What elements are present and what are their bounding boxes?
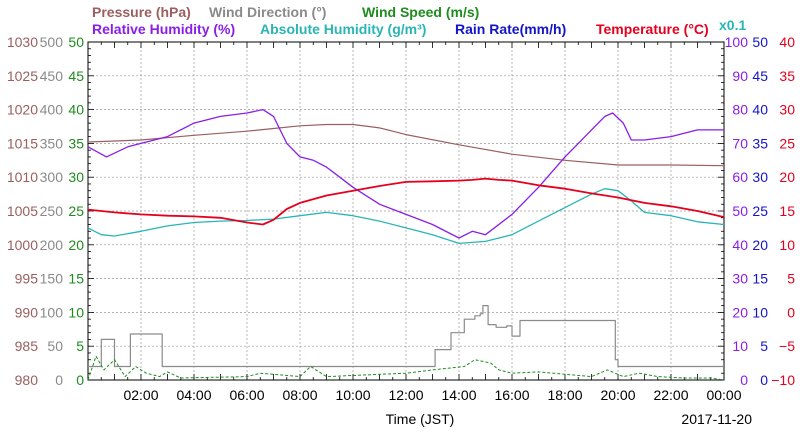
wind-direction-tick-label: 300 <box>40 169 64 185</box>
wind-direction-tick-label: 400 <box>40 102 64 118</box>
x-tick-label: 18:00 <box>547 387 582 403</box>
wind-speed-tick-label: 5 <box>76 338 84 354</box>
rain-rate-tick-label: 25 <box>752 203 768 219</box>
temperature-line <box>87 177 725 226</box>
relative-humidity-tick-label: 50 <box>732 203 748 219</box>
temperature-tick-label: 10 <box>779 237 795 253</box>
rain-rate-tick-label: 50 <box>752 34 768 50</box>
rain-rate-tick-label: 30 <box>752 169 768 185</box>
x-tick-label: 08:00 <box>282 387 317 403</box>
rain-rate-tick-label: 35 <box>752 135 768 151</box>
wind-speed-tick-label: 10 <box>68 304 84 320</box>
x-tick-label: 20:00 <box>600 387 635 403</box>
wind-direction-tick-label: 350 <box>40 135 64 151</box>
wind-speed-tick-label: 0 <box>76 372 84 388</box>
relative-humidity-tick-label: 80 <box>732 102 748 118</box>
wind-speed-tick-label: 25 <box>68 203 84 219</box>
x-tick-label: 12:00 <box>388 387 423 403</box>
pressure-line <box>87 123 725 167</box>
relative-humidity-axis-title: Relative Humidity (%) <box>92 21 235 37</box>
absolute-humidity-axis-title: Absolute Humidity (g/m³) <box>260 21 426 37</box>
wind-direction-tick-label: 450 <box>40 68 64 84</box>
x-axis-title: Time (JST) <box>386 411 455 427</box>
pressure-tick-label: 980 <box>15 372 39 388</box>
temperature-tick-label: 0 <box>787 304 795 320</box>
wind-direction-tick-label: 50 <box>47 338 63 354</box>
rain-rate-tick-label: 40 <box>752 102 768 118</box>
pressure-tick-label: 1020 <box>7 102 38 118</box>
wind-speed-tick-label: 35 <box>68 135 84 151</box>
relative-humidity-tick-label: 20 <box>732 304 748 320</box>
pressure-tick-label: 1015 <box>7 135 38 151</box>
relative-humidity-tick-label: 60 <box>732 169 748 185</box>
x-tick-label: 04:00 <box>176 387 211 403</box>
wind-direction-tick-label: 100 <box>40 304 64 320</box>
x-tick-label: 06:00 <box>229 387 264 403</box>
wind-direction-tick-label: 200 <box>40 237 64 253</box>
wind-direction-tick-label: 150 <box>40 271 64 287</box>
relative-humidity-tick-label: 0 <box>740 372 748 388</box>
pressure-tick-label: 990 <box>15 304 39 320</box>
rain-rate-tick-label: 20 <box>752 237 768 253</box>
wind-direction-tick-label: 250 <box>40 203 64 219</box>
rain-rate-tick-label: 15 <box>752 271 768 287</box>
relative-humidity-tick-label: 10 <box>732 338 748 354</box>
x-tick-label: 02:00 <box>123 387 158 403</box>
x-tick-label: 16:00 <box>494 387 529 403</box>
temperature-tick-label: −5 <box>779 338 795 354</box>
temperature-tick-label: 20 <box>779 169 795 185</box>
rain-rate-tick-label: 45 <box>752 68 768 84</box>
rain-rate-tick-label: 10 <box>752 304 768 320</box>
rain-rate-multiplier: x0.1 <box>719 17 746 33</box>
temperature-tick-label: 15 <box>779 203 795 219</box>
temperature-tick-label: −10 <box>771 372 795 388</box>
x-tick-label: 22:00 <box>653 387 688 403</box>
pressure-tick-label: 1010 <box>7 169 38 185</box>
temperature-tick-label: 35 <box>779 68 795 84</box>
rain-rate-axis-title: Rain Rate(mm/h) <box>455 21 566 37</box>
relative-humidity-tick-label: 30 <box>732 271 748 287</box>
relative-humidity-tick-label: 70 <box>732 135 748 151</box>
absolute-humidity-line <box>87 188 725 245</box>
pressure-tick-label: 1005 <box>7 203 38 219</box>
axes: 02:00 04:00 06:00 08:00 10:00 12:00 14:00 16:00… <box>7 34 795 403</box>
wind-speed-tick-label: 50 <box>68 34 84 50</box>
chart-date: 2017-11-20 <box>681 411 752 427</box>
pressure-axis-title: Pressure (hPa) <box>92 4 191 20</box>
wind-speed-tick-label: 15 <box>68 271 84 287</box>
temperature-axis-title: Temperature (°C) <box>596 21 709 37</box>
rain-rate-tick-label: 0 <box>760 372 768 388</box>
wind-direction-axis-title: Wind Direction (°) <box>209 4 326 20</box>
wind-direction-line <box>88 305 724 368</box>
wind-speed-tick-label: 20 <box>68 237 84 253</box>
grid <box>88 42 724 380</box>
wind-speed-tick-label: 40 <box>68 102 84 118</box>
series-layer <box>87 108 725 381</box>
pressure-tick-label: 1000 <box>7 237 38 253</box>
wind-speed-line <box>87 355 725 381</box>
pressure-tick-label: 1030 <box>7 34 38 50</box>
wind-direction-tick-label: 500 <box>40 34 64 50</box>
x-tick-label: 00:00 <box>706 387 741 403</box>
x-tick-label: 10:00 <box>335 387 370 403</box>
relative-humidity-line <box>87 108 724 239</box>
temperature-tick-label: 30 <box>779 102 795 118</box>
wind-speed-tick-label: 30 <box>68 169 84 185</box>
relative-humidity-tick-label: 100 <box>725 34 749 50</box>
pressure-tick-label: 985 <box>15 338 39 354</box>
wind-speed-axis-title: Wind Speed (m/s) <box>362 4 479 20</box>
temperature-tick-label: 5 <box>787 271 795 287</box>
wind-direction-tick-label: 0 <box>55 372 63 388</box>
relative-humidity-tick-label: 90 <box>732 68 748 84</box>
wind-speed-tick-label: 45 <box>68 68 84 84</box>
x-tick-label: 14:00 <box>441 387 476 403</box>
temperature-tick-label: 40 <box>779 34 795 50</box>
temperature-tick-label: 25 <box>779 135 795 151</box>
rain-rate-tick-label: 5 <box>760 338 768 354</box>
pressure-tick-label: 1025 <box>7 68 38 84</box>
relative-humidity-tick-label: 40 <box>732 237 748 253</box>
pressure-tick-label: 995 <box>15 271 39 287</box>
